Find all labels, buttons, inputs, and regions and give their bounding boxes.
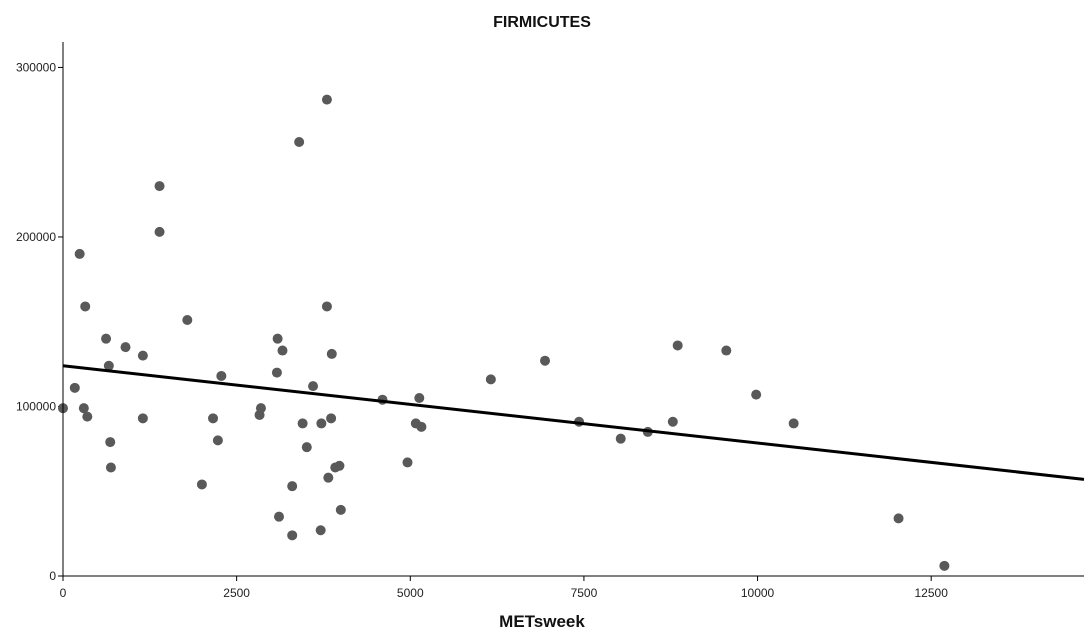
data-point <box>335 504 346 515</box>
x-axis-label: METsweek <box>499 612 585 631</box>
x-axis-ticks: 0 2500 5000 7500 10000 12500 <box>60 576 949 600</box>
data-point <box>105 462 116 473</box>
data-point <box>154 181 165 192</box>
data-point <box>80 301 91 312</box>
data-point <box>297 418 308 429</box>
data-point <box>137 413 148 424</box>
x-tick-label: 5000 <box>397 586 424 600</box>
data-point <box>287 481 298 492</box>
data-point <box>308 381 319 392</box>
data-point <box>277 345 288 356</box>
data-point <box>154 226 165 237</box>
data-point <box>721 345 732 356</box>
data-point <box>69 382 80 393</box>
x-tick-label: 0 <box>60 586 67 600</box>
data-point <box>78 403 89 414</box>
data-point <box>321 301 332 312</box>
data-point <box>212 435 223 446</box>
data-point <box>105 437 116 448</box>
data-point <box>196 479 207 490</box>
data-point <box>334 460 345 471</box>
chart-title: FIRMICUTES <box>493 14 591 31</box>
data-point <box>485 374 496 385</box>
data-point <box>667 416 678 427</box>
data-point <box>615 433 626 444</box>
data-point <box>101 333 112 344</box>
data-points <box>58 94 950 571</box>
x-tick-label: 7500 <box>571 586 598 600</box>
data-point <box>287 530 298 541</box>
data-point <box>326 348 337 359</box>
data-point <box>316 418 327 429</box>
regression-line <box>62 364 1084 481</box>
data-point <box>402 457 413 468</box>
data-point <box>893 513 904 524</box>
y-tick-label: 0 <box>49 569 56 583</box>
data-point <box>414 393 425 403</box>
data-point <box>323 472 334 483</box>
data-point <box>540 355 551 366</box>
data-point <box>939 560 950 571</box>
data-point <box>137 350 148 361</box>
x-tick-label: 12500 <box>915 586 949 600</box>
data-point <box>274 511 285 522</box>
data-point <box>74 248 85 259</box>
data-point <box>208 413 219 424</box>
x-tick-label: 10000 <box>741 586 775 600</box>
data-point <box>315 525 326 536</box>
y-tick-label: 200000 <box>16 230 56 244</box>
data-point <box>120 342 131 353</box>
data-point <box>416 421 427 432</box>
data-point <box>82 411 93 422</box>
data-point <box>301 442 312 453</box>
y-tick-label: 100000 <box>16 399 56 413</box>
data-point <box>272 333 283 344</box>
data-point <box>255 403 266 414</box>
data-point <box>326 413 337 424</box>
data-point <box>751 389 762 400</box>
data-point <box>182 315 193 326</box>
y-axis-ticks: 0 100000 200000 300000 <box>16 60 63 583</box>
y-tick-label: 300000 <box>16 60 56 74</box>
data-point <box>271 367 282 378</box>
data-point <box>294 137 305 148</box>
data-point <box>321 94 332 105</box>
data-point <box>216 370 227 381</box>
x-tick-label: 2500 <box>223 586 250 600</box>
data-point <box>672 340 683 351</box>
data-point <box>103 360 114 371</box>
data-point <box>788 418 799 429</box>
